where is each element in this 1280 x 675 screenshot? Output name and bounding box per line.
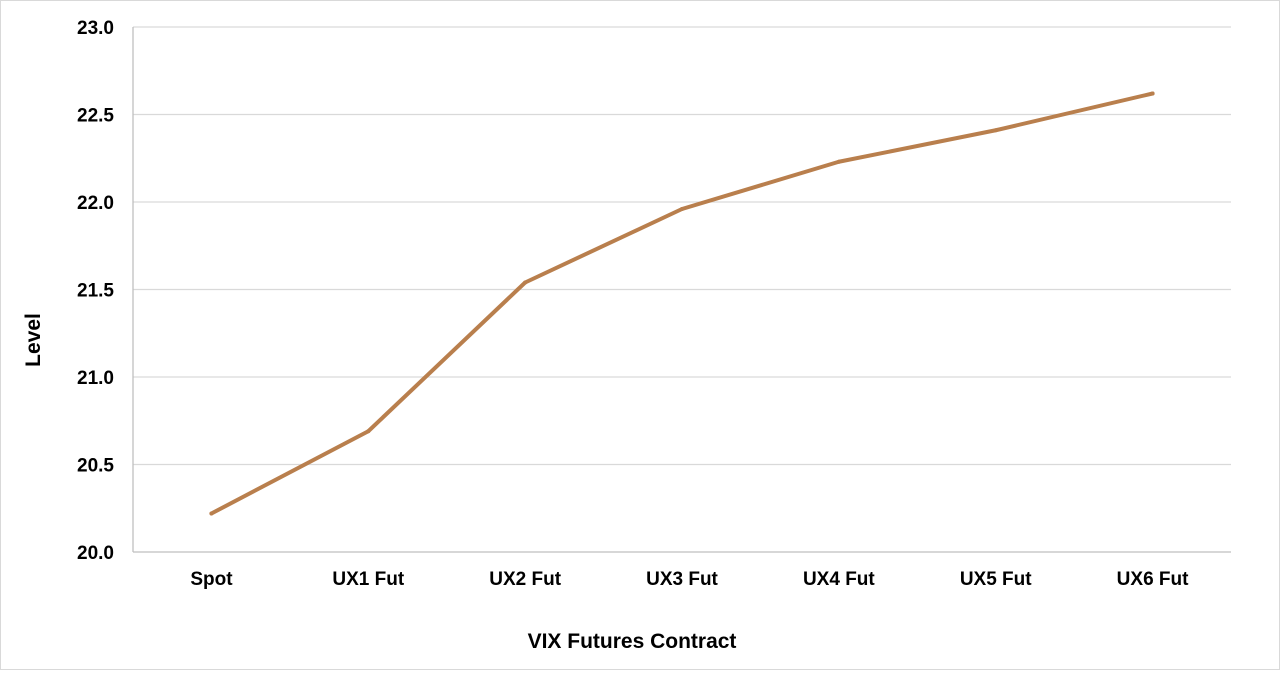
- x-tick-label: UX5 Fut: [960, 569, 1032, 590]
- x-tick-label: UX4 Fut: [803, 569, 875, 590]
- x-tick-label: Spot: [190, 569, 233, 590]
- x-tick-labels: Spot UX1 Fut UX2 Fut UX3 Fut UX4 Fut UX5 Fut U…: [190, 569, 1189, 590]
- y-tick-label: 21.0: [77, 368, 114, 389]
- y-tick-label: 22.0: [77, 193, 114, 214]
- y-tick-labels: 20.0 20.5 21.0 21.5 22.0 22.5 23.0: [77, 18, 114, 564]
- x-tick-label: UX2 Fut: [489, 569, 561, 590]
- y-tick-label: 20.0: [77, 543, 114, 564]
- y-tick-label: 23.0: [77, 18, 114, 39]
- data-point: [1150, 91, 1155, 96]
- data-point: [680, 207, 684, 211]
- series-group: [209, 91, 1155, 516]
- data-point: [993, 128, 998, 133]
- x-tick-label: UX1 Fut: [332, 569, 404, 590]
- data-point: [366, 429, 371, 434]
- y-tick-label: 20.5: [77, 456, 114, 477]
- data-point: [523, 280, 528, 285]
- y-tick-label: 22.5: [77, 106, 114, 127]
- x-axis-label: VIX Futures Contract: [528, 630, 737, 653]
- y-tick-label: 21.5: [77, 281, 114, 302]
- x-tick-label: UX6 Fut: [1117, 569, 1189, 590]
- data-point: [209, 511, 214, 516]
- y-axis-label: Level: [22, 313, 45, 367]
- data-point: [836, 159, 841, 164]
- x-tick-label: UX3 Fut: [646, 569, 718, 590]
- gridlines: [132, 26, 1231, 553]
